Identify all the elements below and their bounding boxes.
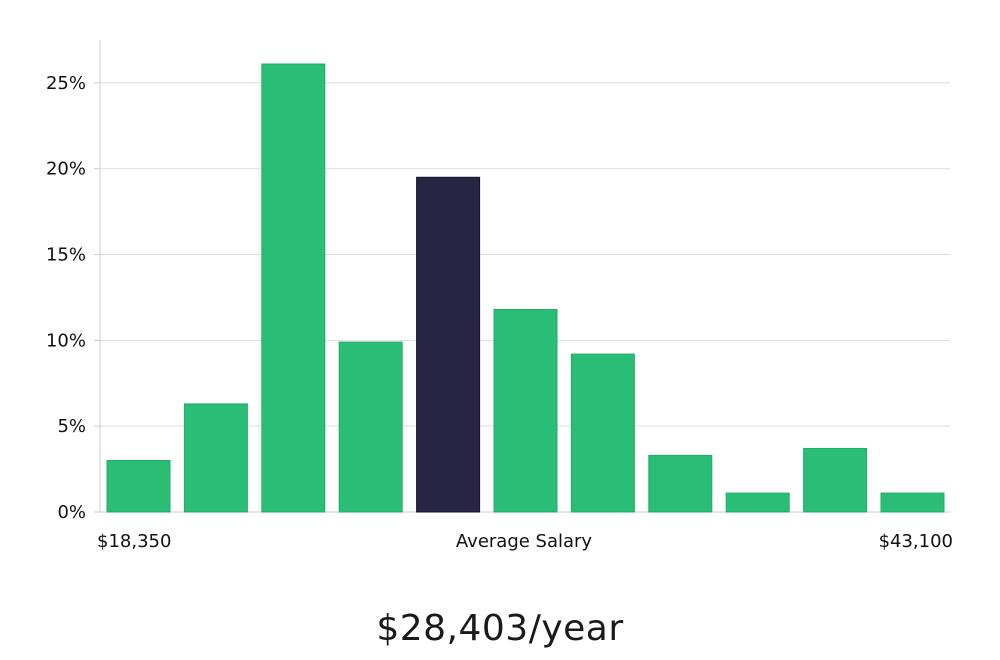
histogram-bars [106, 63, 945, 513]
bar-highlight-average [416, 176, 481, 513]
bar-9 [803, 448, 868, 513]
y-axis-ticks: 0% 5% 10% 15% 20% 25% [46, 73, 100, 523]
bar-1 [183, 403, 248, 513]
y-tick-label-5: 25% [46, 73, 86, 94]
y-tick-label-1: 5% [57, 416, 86, 437]
bar-5 [493, 309, 558, 513]
bar-8 [725, 492, 790, 513]
bar-10 [880, 492, 945, 513]
bar-3 [338, 341, 403, 513]
salary-histogram: 0%5%10%15%20%25% $18,350 Average Salary … [46, 40, 953, 552]
average-salary-headline: $28,403/year [376, 608, 624, 649]
y-tick-label-2: 10% [46, 330, 86, 351]
bar-6 [570, 353, 635, 513]
bar-7 [648, 454, 713, 513]
x-max-label: $43,100 [879, 531, 953, 552]
y-tick-label-3: 15% [46, 245, 86, 266]
x-min-label: $18,350 [97, 531, 171, 552]
bar-0 [106, 460, 171, 513]
y-tick-label-0: 0% [57, 502, 86, 523]
x-axis-title: Average Salary [456, 531, 593, 552]
bar-2 [261, 63, 326, 513]
y-tick-label-4: 20% [46, 159, 86, 180]
